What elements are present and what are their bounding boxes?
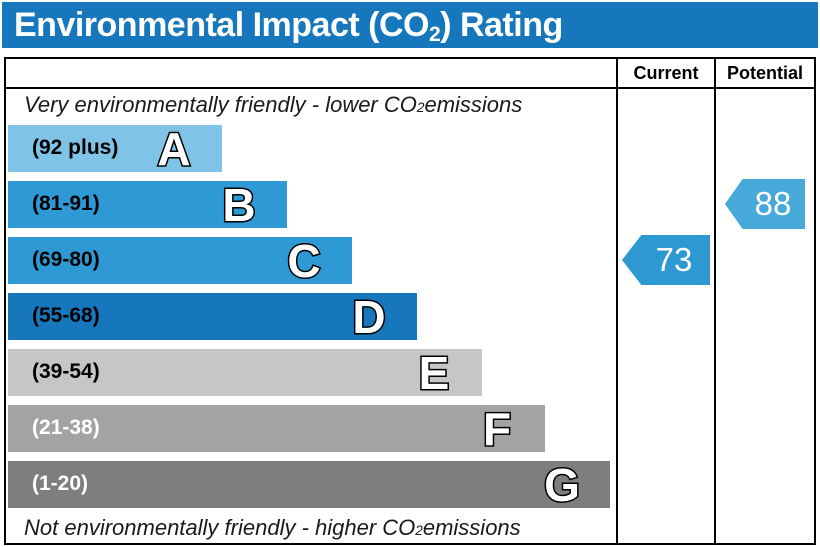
chart-column-body: Very environmentally friendly - lower CO… (6, 89, 616, 543)
band-letter: E (417, 349, 451, 395)
band-letter: C (286, 237, 322, 283)
potential-column-header: Potential (716, 59, 814, 89)
current-column-body: 73 (618, 89, 714, 543)
band-range-label: (55-68) (32, 304, 100, 327)
rating-table: Very environmentally friendly - lower CO… (4, 57, 816, 545)
page-title: Environmental Impact (CO2) Rating (14, 5, 563, 46)
band-range-label: (39-54) (32, 360, 100, 383)
band-range-label: (69-80) (32, 248, 100, 271)
band-bar: (92 plus) A (8, 124, 222, 172)
bottom-caption: Not environmentally friendly - higher CO… (24, 514, 521, 540)
band-bar: (81-91) B (8, 180, 287, 228)
band-letter: G (543, 461, 582, 507)
chart-column-header (6, 59, 616, 89)
band-letter: D (351, 293, 387, 339)
title-bar: Environmental Impact (CO2) Rating (2, 2, 818, 48)
svg-text:E: E (419, 349, 450, 395)
svg-text:F: F (483, 405, 511, 451)
current-rating-value: 73 (655, 241, 693, 278)
svg-text:C: C (287, 237, 320, 283)
top-caption: Very environmentally friendly - lower CO… (24, 91, 523, 117)
band-range-label: (81-91) (32, 192, 100, 215)
potential-column: Potential 88 (716, 59, 814, 543)
band-row-b: (81-91) B (6, 176, 616, 232)
band-range-label: (21-38) (32, 416, 100, 439)
band-range-label: (92 plus) (32, 136, 119, 159)
band-bar: (69-80) C (8, 236, 352, 284)
band-row-e: (39-54) E (6, 344, 616, 400)
band-row-f: (21-38) F (6, 400, 616, 456)
potential-column-body: 88 (716, 89, 814, 543)
potential-rating-arrow: 88 (725, 179, 805, 229)
band-bar: (39-54) E (8, 348, 482, 396)
current-column-header: Current (618, 59, 714, 89)
band-bar: (1-20) G (8, 460, 610, 508)
band-row-c: (69-80) C (6, 232, 616, 288)
band-letter: F (481, 405, 512, 451)
current-rating-arrow: 73 (622, 235, 710, 285)
band-range-label: (1-20) (32, 472, 89, 495)
band-row-g: (1-20) G (6, 456, 616, 512)
potential-rating-value: 88 (754, 185, 792, 222)
band-row-a: (92 plus) A (6, 120, 616, 176)
bands: (92 plus) A (81-91) B (69-80) C (55-68) … (6, 120, 616, 512)
band-row-d: (55-68) D (6, 288, 616, 344)
band-bar: (55-68) D (8, 292, 417, 340)
current-column: Current 73 (618, 59, 716, 543)
band-bar: (21-38) F (8, 404, 545, 452)
band-letter: B (221, 181, 257, 227)
svg-text:B: B (222, 181, 255, 227)
svg-text:G: G (544, 461, 580, 507)
chart-column: Very environmentally friendly - lower CO… (6, 59, 618, 543)
svg-text:A: A (157, 125, 190, 171)
svg-text:D: D (352, 293, 385, 339)
band-letter: A (156, 125, 192, 171)
